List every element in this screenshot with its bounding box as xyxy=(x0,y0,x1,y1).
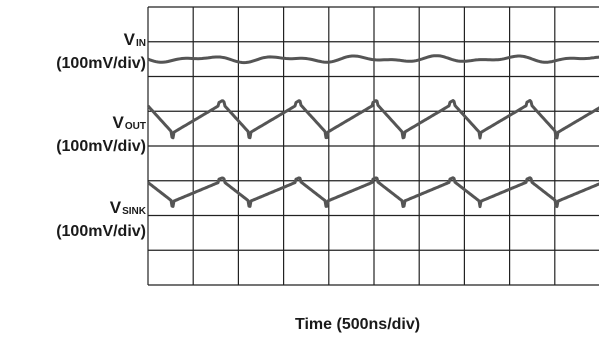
vout-scale: (100mV/div) xyxy=(56,138,146,155)
traces xyxy=(146,54,599,209)
vsink-scale: (100mV/div) xyxy=(56,223,146,240)
channel-label-vin: VIN (100mV/div) xyxy=(56,30,146,74)
vout-name: VOUT xyxy=(112,113,146,132)
channel-label-vsink: VSINK (100mV/div) xyxy=(56,198,146,242)
x-axis-label: Time (500ns/div) xyxy=(295,316,421,333)
grid xyxy=(147,6,599,286)
trace-sink xyxy=(147,176,599,209)
trace-in xyxy=(147,54,599,65)
vsink-name: VSINK xyxy=(109,198,146,217)
trace-out xyxy=(146,99,599,140)
channel-label-vout: VOUT (100mV/div) xyxy=(56,113,146,157)
vin-scale: (100mV/div) xyxy=(56,55,146,72)
vin-name: VIN xyxy=(123,30,146,49)
